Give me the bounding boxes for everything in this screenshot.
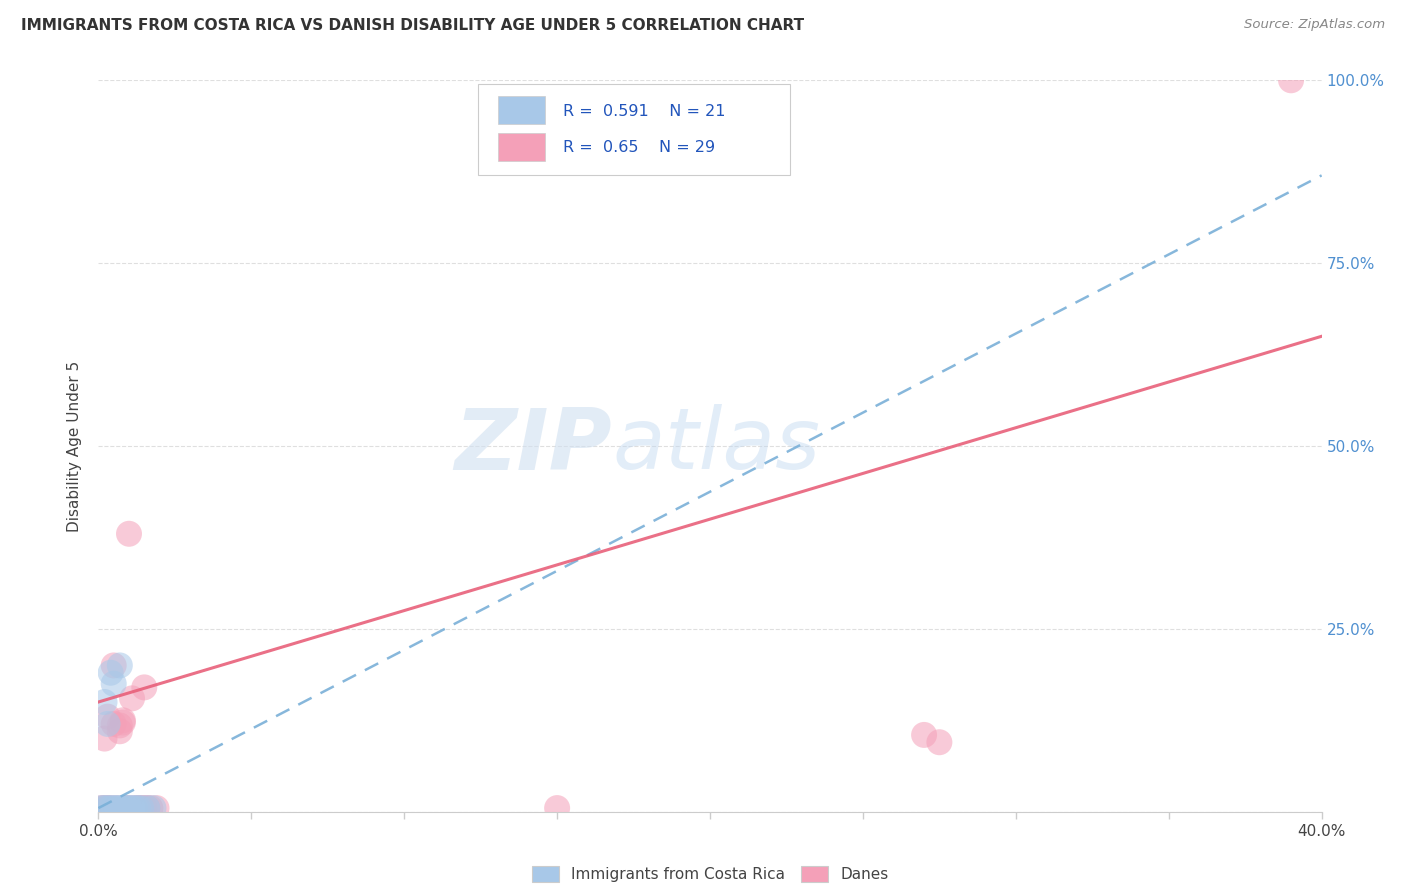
Point [93,801,115,815]
Point [97,717,120,731]
Point [546,801,568,815]
Point [139,801,162,815]
Point [145,801,167,815]
Point [118,526,141,541]
Point [115,801,138,815]
Point [129,801,152,815]
Text: IMMIGRANTS FROM COSTA RICA VS DANISH DISABILITY AGE UNDER 5 CORRELATION CHART: IMMIGRANTS FROM COSTA RICA VS DANISH DIS… [21,18,804,33]
FancyBboxPatch shape [498,96,546,124]
Point [111,715,134,730]
Point [129,801,152,815]
Point [142,801,165,815]
Legend: Immigrants from Costa Rica, Danes: Immigrants from Costa Rica, Danes [526,860,894,888]
Point [103,717,125,731]
Point [108,724,131,739]
Point [100,801,122,815]
Point [90,801,112,815]
Point [127,801,149,815]
Point [105,801,128,815]
Point [115,801,138,815]
Point [124,801,146,815]
Point [136,801,159,815]
Point [97,801,120,815]
Text: R =  0.591    N = 21: R = 0.591 N = 21 [564,103,725,119]
Point [97,709,120,723]
Point [90,801,112,815]
Text: atlas: atlas [612,404,820,488]
Point [93,695,115,709]
Point [100,665,122,680]
Point [134,681,156,695]
Point [912,728,935,742]
Point [93,731,115,746]
Point [100,801,122,815]
Point [1279,73,1302,87]
Text: R =  0.65    N = 29: R = 0.65 N = 29 [564,140,716,155]
FancyBboxPatch shape [478,84,790,176]
Point [136,801,159,815]
Point [121,801,143,815]
FancyBboxPatch shape [498,133,546,161]
Point [118,801,141,815]
Point [103,676,125,690]
Text: Source: ZipAtlas.com: Source: ZipAtlas.com [1244,18,1385,31]
Point [111,801,134,815]
Point [124,801,146,815]
Point [103,658,125,673]
Point [111,714,134,728]
Point [105,801,128,815]
Point [97,801,120,815]
Point [108,658,131,673]
Point [103,801,125,815]
Point [118,801,141,815]
Y-axis label: Disability Age Under 5: Disability Age Under 5 [67,360,83,532]
Point [93,801,115,815]
Point [928,735,950,749]
Point [127,801,149,815]
Point [121,691,143,706]
Text: ZIP: ZIP [454,404,612,488]
Point [134,801,156,815]
Point [108,718,131,732]
Point [108,801,131,815]
